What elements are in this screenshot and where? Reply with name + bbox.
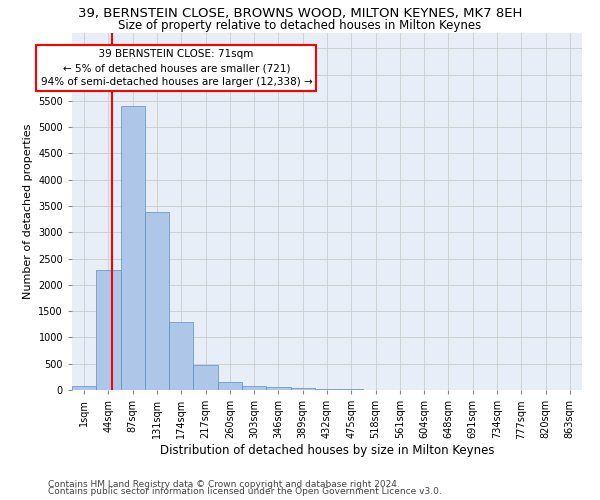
- Text: Contains public sector information licensed under the Open Government Licence v3: Contains public sector information licen…: [48, 487, 442, 496]
- Bar: [121, 106, 145, 390]
- Text: Size of property relative to detached houses in Milton Keynes: Size of property relative to detached ho…: [118, 18, 482, 32]
- Bar: [315, 389, 339, 390]
- Bar: [242, 386, 266, 390]
- Text: 39, BERNSTEIN CLOSE, BROWNS WOOD, MILTON KEYNES, MK7 8EH: 39, BERNSTEIN CLOSE, BROWNS WOOD, MILTON…: [78, 8, 522, 20]
- Bar: [193, 365, 218, 390]
- Bar: [266, 387, 290, 390]
- Text: 39 BERNSTEIN CLOSE: 71sqm  
← 5% of detached houses are smaller (721)
94% of sem: 39 BERNSTEIN CLOSE: 71sqm ← 5% of detach…: [41, 50, 313, 88]
- Bar: [72, 386, 96, 390]
- X-axis label: Distribution of detached houses by size in Milton Keynes: Distribution of detached houses by size …: [160, 444, 494, 457]
- Bar: [96, 270, 121, 390]
- Text: Contains HM Land Registry data © Crown copyright and database right 2024.: Contains HM Land Registry data © Crown c…: [48, 480, 400, 489]
- Bar: [145, 212, 169, 390]
- Bar: [218, 382, 242, 390]
- Bar: [290, 388, 315, 390]
- Y-axis label: Number of detached properties: Number of detached properties: [23, 124, 32, 299]
- Bar: [169, 322, 193, 390]
